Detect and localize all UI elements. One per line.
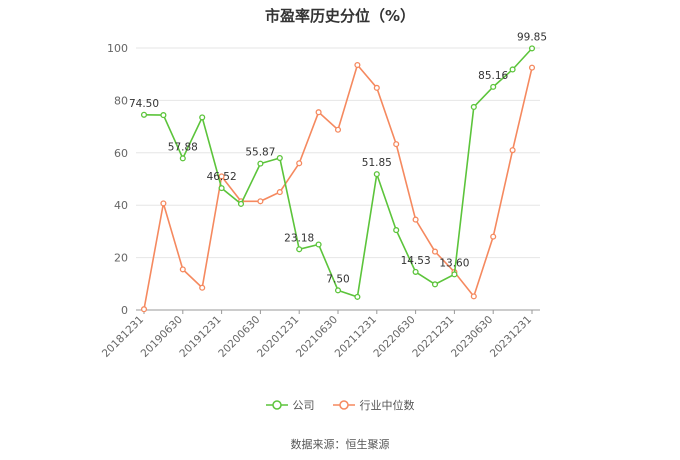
data-point bbox=[276, 154, 283, 162]
legend-label: 行业中位数 bbox=[359, 399, 415, 412]
data-point bbox=[218, 185, 225, 192]
data-point bbox=[199, 114, 206, 121]
data-point bbox=[334, 126, 342, 133]
data-point bbox=[296, 246, 303, 253]
data-point bbox=[276, 189, 283, 196]
data-point bbox=[490, 233, 497, 240]
y-tick-label: 100 bbox=[107, 42, 128, 55]
legend-label: 公司 bbox=[292, 399, 315, 412]
data-point bbox=[373, 171, 380, 178]
data-point bbox=[315, 109, 322, 116]
data-point bbox=[257, 198, 264, 205]
data-point bbox=[431, 281, 439, 288]
data-label: 99.85 bbox=[517, 31, 547, 43]
data-point bbox=[334, 287, 342, 294]
data-point bbox=[237, 200, 245, 207]
data-point bbox=[412, 216, 419, 223]
data-point bbox=[470, 103, 477, 110]
y-tick-label: 40 bbox=[114, 199, 128, 212]
data-point bbox=[431, 248, 439, 255]
legend-swatch-icon bbox=[265, 400, 288, 410]
data-point bbox=[509, 147, 516, 154]
data-point bbox=[373, 84, 380, 91]
data-label-layer: 74.50 57.88 46.52 55.87 23.18 7.50 51.85 14.53 1… bbox=[129, 31, 547, 285]
data-point bbox=[315, 241, 322, 248]
data-point bbox=[354, 293, 361, 300]
data-label: 7.50 bbox=[326, 273, 349, 285]
data-point bbox=[490, 83, 497, 90]
data-label: 57.88 bbox=[168, 141, 198, 153]
data-label: 23.18 bbox=[284, 232, 314, 244]
chart-title: 市盈率历史分位（%） bbox=[264, 7, 416, 25]
data-label: 74.50 bbox=[129, 98, 159, 110]
series-layer bbox=[140, 45, 536, 313]
data-label: 14.53 bbox=[401, 255, 431, 267]
data-point bbox=[199, 284, 206, 291]
data-point bbox=[257, 160, 264, 167]
legend: 公司 行业中位数 bbox=[0, 397, 680, 413]
data-point bbox=[451, 271, 458, 278]
y-tick-label: 0 bbox=[121, 304, 128, 317]
y-tick-label: 60 bbox=[114, 147, 128, 160]
data-point bbox=[296, 160, 303, 167]
data-point bbox=[528, 45, 536, 52]
data-label: 46.52 bbox=[207, 171, 237, 183]
data-label: 13.60 bbox=[439, 257, 469, 269]
x-tick-label: 20231231 bbox=[488, 314, 534, 360]
data-point bbox=[393, 227, 400, 234]
data-point bbox=[160, 112, 167, 119]
data-point bbox=[140, 306, 148, 313]
data-label: 55.87 bbox=[245, 147, 275, 159]
data-point bbox=[140, 111, 148, 118]
series-line bbox=[143, 47, 533, 298]
legend-swatch-icon bbox=[332, 400, 355, 410]
data-point bbox=[412, 268, 419, 275]
data-point bbox=[393, 141, 400, 148]
data-label: 51.85 bbox=[362, 157, 392, 169]
axis-layer: 0204060801002018123120190630201912312020… bbox=[100, 42, 540, 360]
legend-item[interactable]: 行业中位数 bbox=[332, 397, 415, 413]
data-point bbox=[179, 266, 186, 273]
y-tick-label: 20 bbox=[114, 252, 128, 265]
data-point bbox=[160, 200, 167, 207]
data-point bbox=[354, 61, 361, 69]
data-source: 数据来源：恒生聚源 bbox=[290, 438, 390, 451]
y-tick-label: 80 bbox=[114, 94, 128, 107]
data-point bbox=[470, 293, 477, 300]
data-point bbox=[528, 64, 536, 71]
data-point bbox=[179, 155, 186, 162]
data-point bbox=[509, 66, 516, 73]
legend-item[interactable]: 公司 bbox=[265, 397, 315, 413]
data-label: 85.16 bbox=[478, 70, 508, 82]
grid-layer bbox=[136, 47, 540, 259]
